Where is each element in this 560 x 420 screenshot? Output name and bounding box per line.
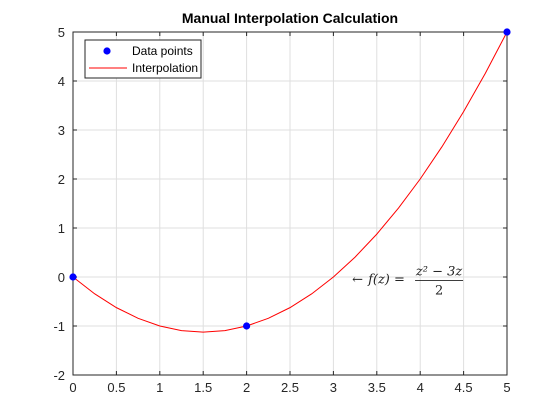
data-point <box>503 28 511 36</box>
y-tick-label: 1 <box>58 221 65 236</box>
legend-box <box>84 39 202 79</box>
annotation-numerator: z² − 3z <box>415 264 462 279</box>
x-tick-label: 3.5 <box>368 380 386 395</box>
y-tick-label: 2 <box>58 172 65 187</box>
x-tick-label: 2 <box>243 380 250 395</box>
y-tick-label: 0 <box>58 270 65 285</box>
x-tick-label: 4.5 <box>455 380 473 395</box>
annotation-lhs: f(z) = <box>367 272 405 287</box>
y-tick-label: -1 <box>53 319 65 334</box>
x-tick-label: 3 <box>330 380 337 395</box>
y-axis-ticks: -2 -1 0 1 2 3 4 5 <box>53 25 507 383</box>
annotation-denominator: 2 <box>435 283 443 298</box>
y-tick-label: 5 <box>58 25 65 40</box>
legend: Data points Interpolation <box>84 39 202 79</box>
annotation-arrow: ← <box>352 272 363 287</box>
legend-label: Interpolation <box>132 61 198 75</box>
y-tick-label: 3 <box>58 123 65 138</box>
formula-annotation: ← f(z) = z² − 3z 2 <box>352 264 464 298</box>
y-tick-label: 4 <box>58 74 65 89</box>
x-tick-label: 5 <box>503 380 510 395</box>
interpolation-line <box>72 31 508 333</box>
x-axis-ticks: 0 0.5 1 1.5 2 2.5 3 3.5 4 4.5 5 <box>69 32 511 395</box>
x-tick-label: 4 <box>417 380 424 395</box>
y-tick-label: -2 <box>53 368 65 383</box>
series-layer <box>69 28 511 333</box>
x-tick-label: 0 <box>69 380 76 395</box>
legend-marker-data-points <box>103 47 111 55</box>
x-tick-label: 1.5 <box>194 380 212 395</box>
legend-label: Data points <box>132 44 193 58</box>
data-point <box>243 322 251 330</box>
chart-title: Manual Interpolation Calculation <box>182 10 398 26</box>
x-tick-label: 1 <box>156 380 163 395</box>
x-tick-label: 0.5 <box>107 380 125 395</box>
data-point <box>69 273 77 281</box>
x-tick-label: 2.5 <box>281 380 299 395</box>
